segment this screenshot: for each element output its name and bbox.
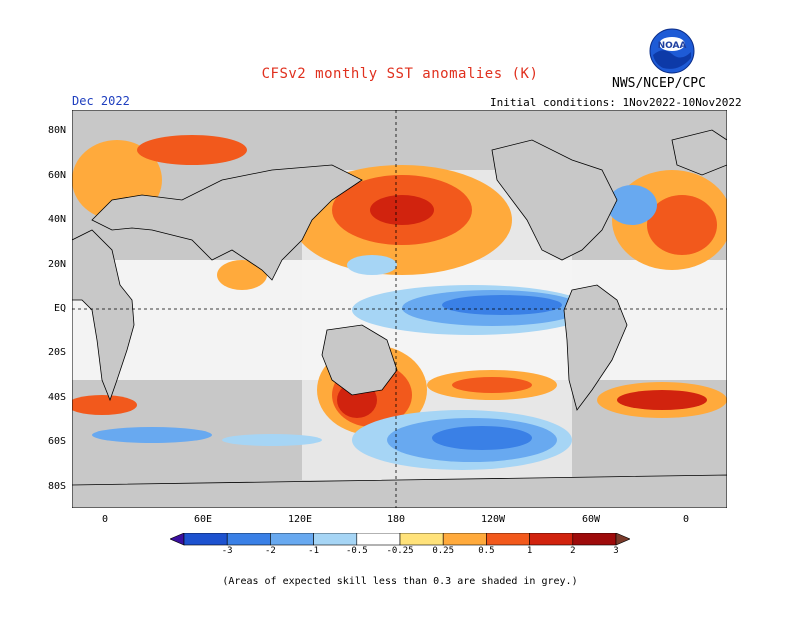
colorbar-end-low	[169, 532, 185, 546]
map-title: CFSv2 monthly SST anomalies (K)	[261, 66, 539, 82]
colorbar-segment	[356, 532, 401, 546]
continents	[72, 129, 727, 508]
greenland	[671, 129, 727, 176]
colorbar-label: 1	[526, 546, 533, 556]
forecast-month: Dec 2022	[72, 94, 130, 108]
lat-label: EQ	[53, 303, 66, 314]
colorbar-segment	[442, 532, 487, 546]
colorbar-segment	[270, 532, 314, 546]
lat-label: 40S	[47, 392, 66, 403]
map-gridlines	[72, 110, 727, 508]
north-america	[491, 139, 618, 261]
lat-label: 60N	[47, 170, 66, 181]
colorbar-label: 2	[570, 546, 576, 556]
colorbar-segment	[486, 532, 530, 546]
lat-label: 20N	[47, 259, 66, 270]
lon-label: 60W	[581, 514, 601, 525]
noaa-logo: NOAA	[649, 28, 695, 74]
colorbar-segment	[529, 532, 574, 546]
lon-label: 60E	[193, 514, 213, 525]
lon-label: 120E	[287, 514, 313, 525]
initial-conditions: Initial conditions: 1Nov2022-10Nov2022	[490, 96, 742, 109]
colorbar-segment	[226, 532, 271, 546]
agency-label: NWS/NCEP/CPC	[612, 76, 706, 91]
colorbar-label: -0.5	[345, 546, 368, 556]
lon-label: 180	[386, 514, 406, 525]
africa	[72, 229, 135, 402]
lon-label: 120W	[480, 514, 506, 525]
lat-label: 80S	[47, 481, 66, 492]
colorbar-segment	[399, 532, 444, 546]
cool-anomalies	[92, 185, 657, 470]
south-america	[563, 284, 628, 411]
colorbar-end-high	[615, 532, 631, 546]
lon-label: 0	[682, 514, 690, 525]
antarctica	[72, 474, 727, 508]
skill-note: (Areas of expected skill less than 0.3 a…	[222, 576, 578, 587]
colorbar-label: -3	[221, 546, 233, 556]
colorbar-label: 0.25	[432, 546, 455, 556]
lon-label: 0	[101, 514, 109, 525]
colorbar-segment	[572, 532, 617, 546]
colorbar-segment	[313, 532, 358, 546]
colorbar-label: 3	[613, 546, 619, 556]
eurasia	[91, 164, 363, 281]
lat-label: 60S	[47, 436, 66, 447]
sst-anomaly-map	[72, 110, 727, 508]
lat-label: 80N	[47, 125, 66, 136]
colorbar-label: 0.5	[478, 546, 495, 556]
australia	[321, 324, 398, 396]
colorbar	[169, 532, 631, 554]
lat-label: 40N	[47, 214, 66, 225]
colorbar-label: -1	[308, 546, 320, 556]
lat-label: 20S	[47, 347, 66, 358]
svg-text:NOAA: NOAA	[658, 41, 687, 51]
colorbar-label: -2	[264, 546, 276, 556]
colorbar-segment	[183, 532, 228, 546]
colorbar-label: -0.25	[386, 546, 414, 556]
